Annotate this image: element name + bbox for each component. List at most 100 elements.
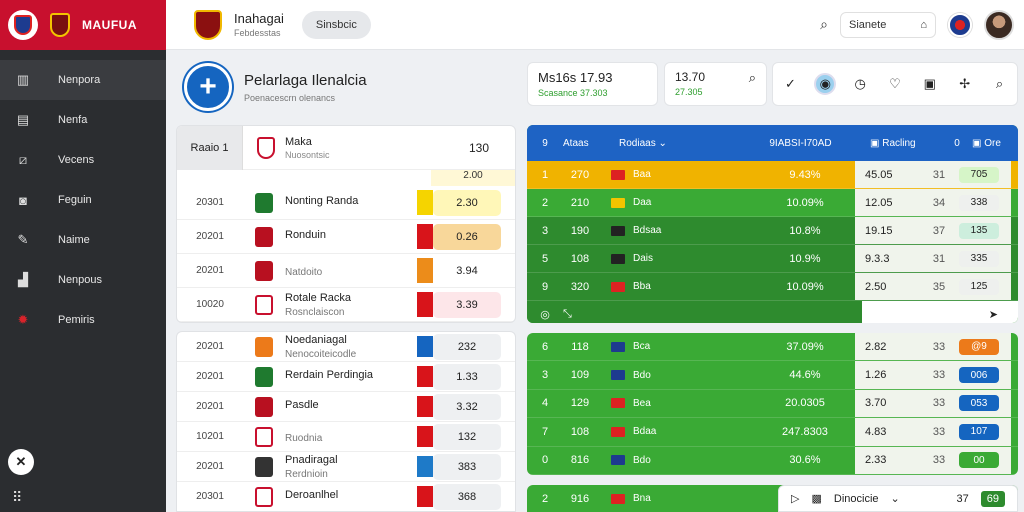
col-rodiaas[interactable]: Rodiaas ⌄	[619, 137, 667, 149]
play-icon[interactable]: ▷	[791, 493, 800, 505]
table-row[interactable]: 20201 Noedaniagal Nenocoiteicodle 232	[177, 332, 515, 362]
search-icon[interactable]: ⌕	[995, 76, 1004, 91]
team-name: Dais	[633, 253, 654, 264]
sidebar-item-2[interactable]: ▤ Nenfa	[0, 100, 166, 140]
round-tab[interactable]: Raaio 1	[177, 126, 243, 170]
score-badge[interactable]: 232	[433, 333, 501, 360]
player-name: Pnadiragal	[285, 453, 338, 466]
heart-icon[interactable]: ♡	[889, 76, 901, 91]
standings-row[interactable]: 4 129 Bea 20.0305 3.70 33 053	[527, 389, 1018, 419]
score-badge[interactable]: 3.94	[433, 257, 501, 284]
score-badge[interactable]: 2.30	[433, 189, 501, 216]
toolbar: ✓ ◉ ◷ ♡ ▣ ✢ ⌕	[772, 62, 1018, 106]
sidebar-item-7[interactable]: ✹ Pemiris	[0, 300, 166, 340]
table-row[interactable]: 20201 Ronduin 0.26	[177, 220, 515, 254]
table-row[interactable]: 10020 Rotale Racka Rosnclaiscon 3.39	[177, 288, 515, 322]
brand-title: MAUFUA	[82, 18, 137, 32]
percentage: 9.43%	[789, 168, 821, 181]
sidebar-item-3[interactable]: ⧄ Vecens	[0, 140, 166, 180]
sidebar-item-1[interactable]: ▥ Nenpora	[0, 60, 166, 100]
team-name: Bdo	[633, 454, 651, 466]
frames-icon[interactable]: ▩	[811, 493, 822, 505]
search-input[interactable]: Sianete ⌂	[840, 11, 936, 38]
side-badge[interactable]: @9	[959, 338, 999, 355]
team-name: Bea	[633, 397, 651, 409]
expand-icon[interactable]: ⤡	[563, 307, 572, 320]
standings-row[interactable]: 1 270 Baa 9.43% 45.05 31 705	[527, 161, 1018, 189]
puzzle-icon[interactable]: ✢	[959, 76, 971, 91]
points: 108	[570, 252, 590, 265]
location-icon[interactable]: ➤	[988, 308, 998, 321]
note-icon[interactable]: ▣	[923, 76, 936, 91]
col-ore[interactable]: ▣ Ore	[972, 137, 1001, 149]
rank: 6	[541, 340, 549, 353]
score-badge[interactable]: 0.26	[433, 223, 501, 250]
score-badge[interactable]: 368	[433, 483, 501, 510]
col-ataas[interactable]: Ataas	[563, 137, 589, 149]
match-code: 20201	[196, 401, 224, 412]
chevron-down-icon[interactable]: ⌄	[890, 493, 900, 505]
score-badge[interactable]: 383	[433, 453, 501, 480]
score-badge[interactable]: 132	[433, 423, 501, 450]
score-badge[interactable]: 3.39	[433, 291, 501, 318]
standings-row[interactable]: 6 118 Bca 37.09% 2.82 33 @9	[527, 333, 1018, 362]
sidebar-item-6[interactable]: ▟ Nenpous	[0, 260, 166, 300]
rank: 5	[541, 252, 549, 265]
side-badge[interactable]: 053	[959, 395, 999, 412]
timer-icon[interactable]: ◷	[854, 76, 866, 91]
percentage: 44.6%	[789, 369, 821, 382]
standings-row[interactable]: 5 108 Dais 10.9% 9.3.3 31 335	[527, 245, 1018, 273]
table-row[interactable]: 20301 Nonting Randa 2.30	[177, 186, 515, 220]
standings-row[interactable]: 9 320 Bba 10.09% 2.50 35 125	[527, 273, 1018, 301]
add-icon[interactable]: +	[184, 63, 232, 111]
team-flag-icon	[611, 341, 625, 352]
side-badge[interactable]: 125	[959, 278, 999, 295]
match-code: 10201	[196, 431, 224, 442]
globe-icon[interactable]: ◉	[814, 73, 837, 95]
score-badge[interactable]: 3.32	[433, 393, 501, 420]
settings-round-button[interactable]: ✕	[8, 449, 34, 475]
col-racling[interactable]: ▣ Racling	[870, 137, 916, 149]
standings-row[interactable]: 7 108 Bdaa 247.8303 4.83 33 107	[527, 418, 1018, 447]
home-icon[interactable]: ⌂	[920, 18, 927, 31]
table-row[interactable]: 20201 Pasdle 3.32	[177, 392, 515, 422]
side-badge[interactable]: 00	[959, 452, 999, 469]
search-icon[interactable]: ⌕	[820, 16, 828, 32]
match-panel-2: 20201 Noedaniagal Nenocoiteicodle 232 20201 R…	[176, 331, 516, 512]
camera-icon: ◙	[19, 192, 27, 208]
team-flag-avatar[interactable]	[948, 12, 972, 37]
sidebar-item-5[interactable]: ✎ Naime	[0, 220, 166, 260]
side-badge[interactable]: 338	[959, 194, 999, 211]
team-flag-icon	[611, 197, 625, 208]
side-badge[interactable]: 006	[959, 367, 999, 384]
score-badge[interactable]: 1.33	[433, 363, 501, 390]
shield-logo-icon[interactable]	[8, 10, 38, 40]
side-value: 19.15	[865, 224, 893, 237]
check-icon[interactable]: ✓	[784, 76, 796, 91]
table-row[interactable]: 20201 Pnadiragal Rerdnioin 383	[177, 452, 515, 482]
side-badge[interactable]: 135	[959, 222, 999, 239]
rank: 0	[541, 454, 549, 467]
standings-row[interactable]: 3 190 Bdsaa 10.8% 19.15 37 135	[527, 217, 1018, 245]
team-flag-icon	[611, 455, 625, 466]
standings-row[interactable]: 3 109 Bdo 44.6% 1.26 33 006	[527, 361, 1018, 390]
team-name: Bca	[633, 341, 651, 353]
sidebar-item-4[interactable]: ◙ Feguin	[0, 180, 166, 220]
table-row[interactable]: 20301 Deroanlhel 368	[177, 482, 515, 511]
side-badge[interactable]: 705	[959, 166, 999, 183]
player-name: Pasdle	[285, 399, 319, 411]
table-row[interactable]: 20201 Rerdain Perdingia 1.33	[177, 362, 515, 392]
grid-menu-icon[interactable]: ⠿	[12, 489, 23, 505]
table-row[interactable]: 10201 Ruodnia 132	[177, 422, 515, 452]
table-row[interactable]: 20201 Natdoito 3.94	[177, 254, 515, 288]
standings-row[interactable]: 0 816 Bdo 30.6% 2.33 33 00	[527, 446, 1018, 475]
side-badge[interactable]: 335	[959, 250, 999, 267]
side-badge[interactable]: 107	[959, 423, 999, 440]
standings-row[interactable]: 2 210 Daa 10.09% 12.05 34 338	[527, 189, 1018, 217]
info-icon[interactable]: ◎	[540, 308, 550, 321]
user-avatar[interactable]	[984, 9, 1014, 40]
search-icon[interactable]: ⌕	[748, 70, 756, 85]
match-code: 10020	[196, 299, 224, 310]
filter-pill-button[interactable]: Sinsbcic	[301, 10, 371, 39]
media-label[interactable]: Dinocicie	[833, 492, 879, 505]
